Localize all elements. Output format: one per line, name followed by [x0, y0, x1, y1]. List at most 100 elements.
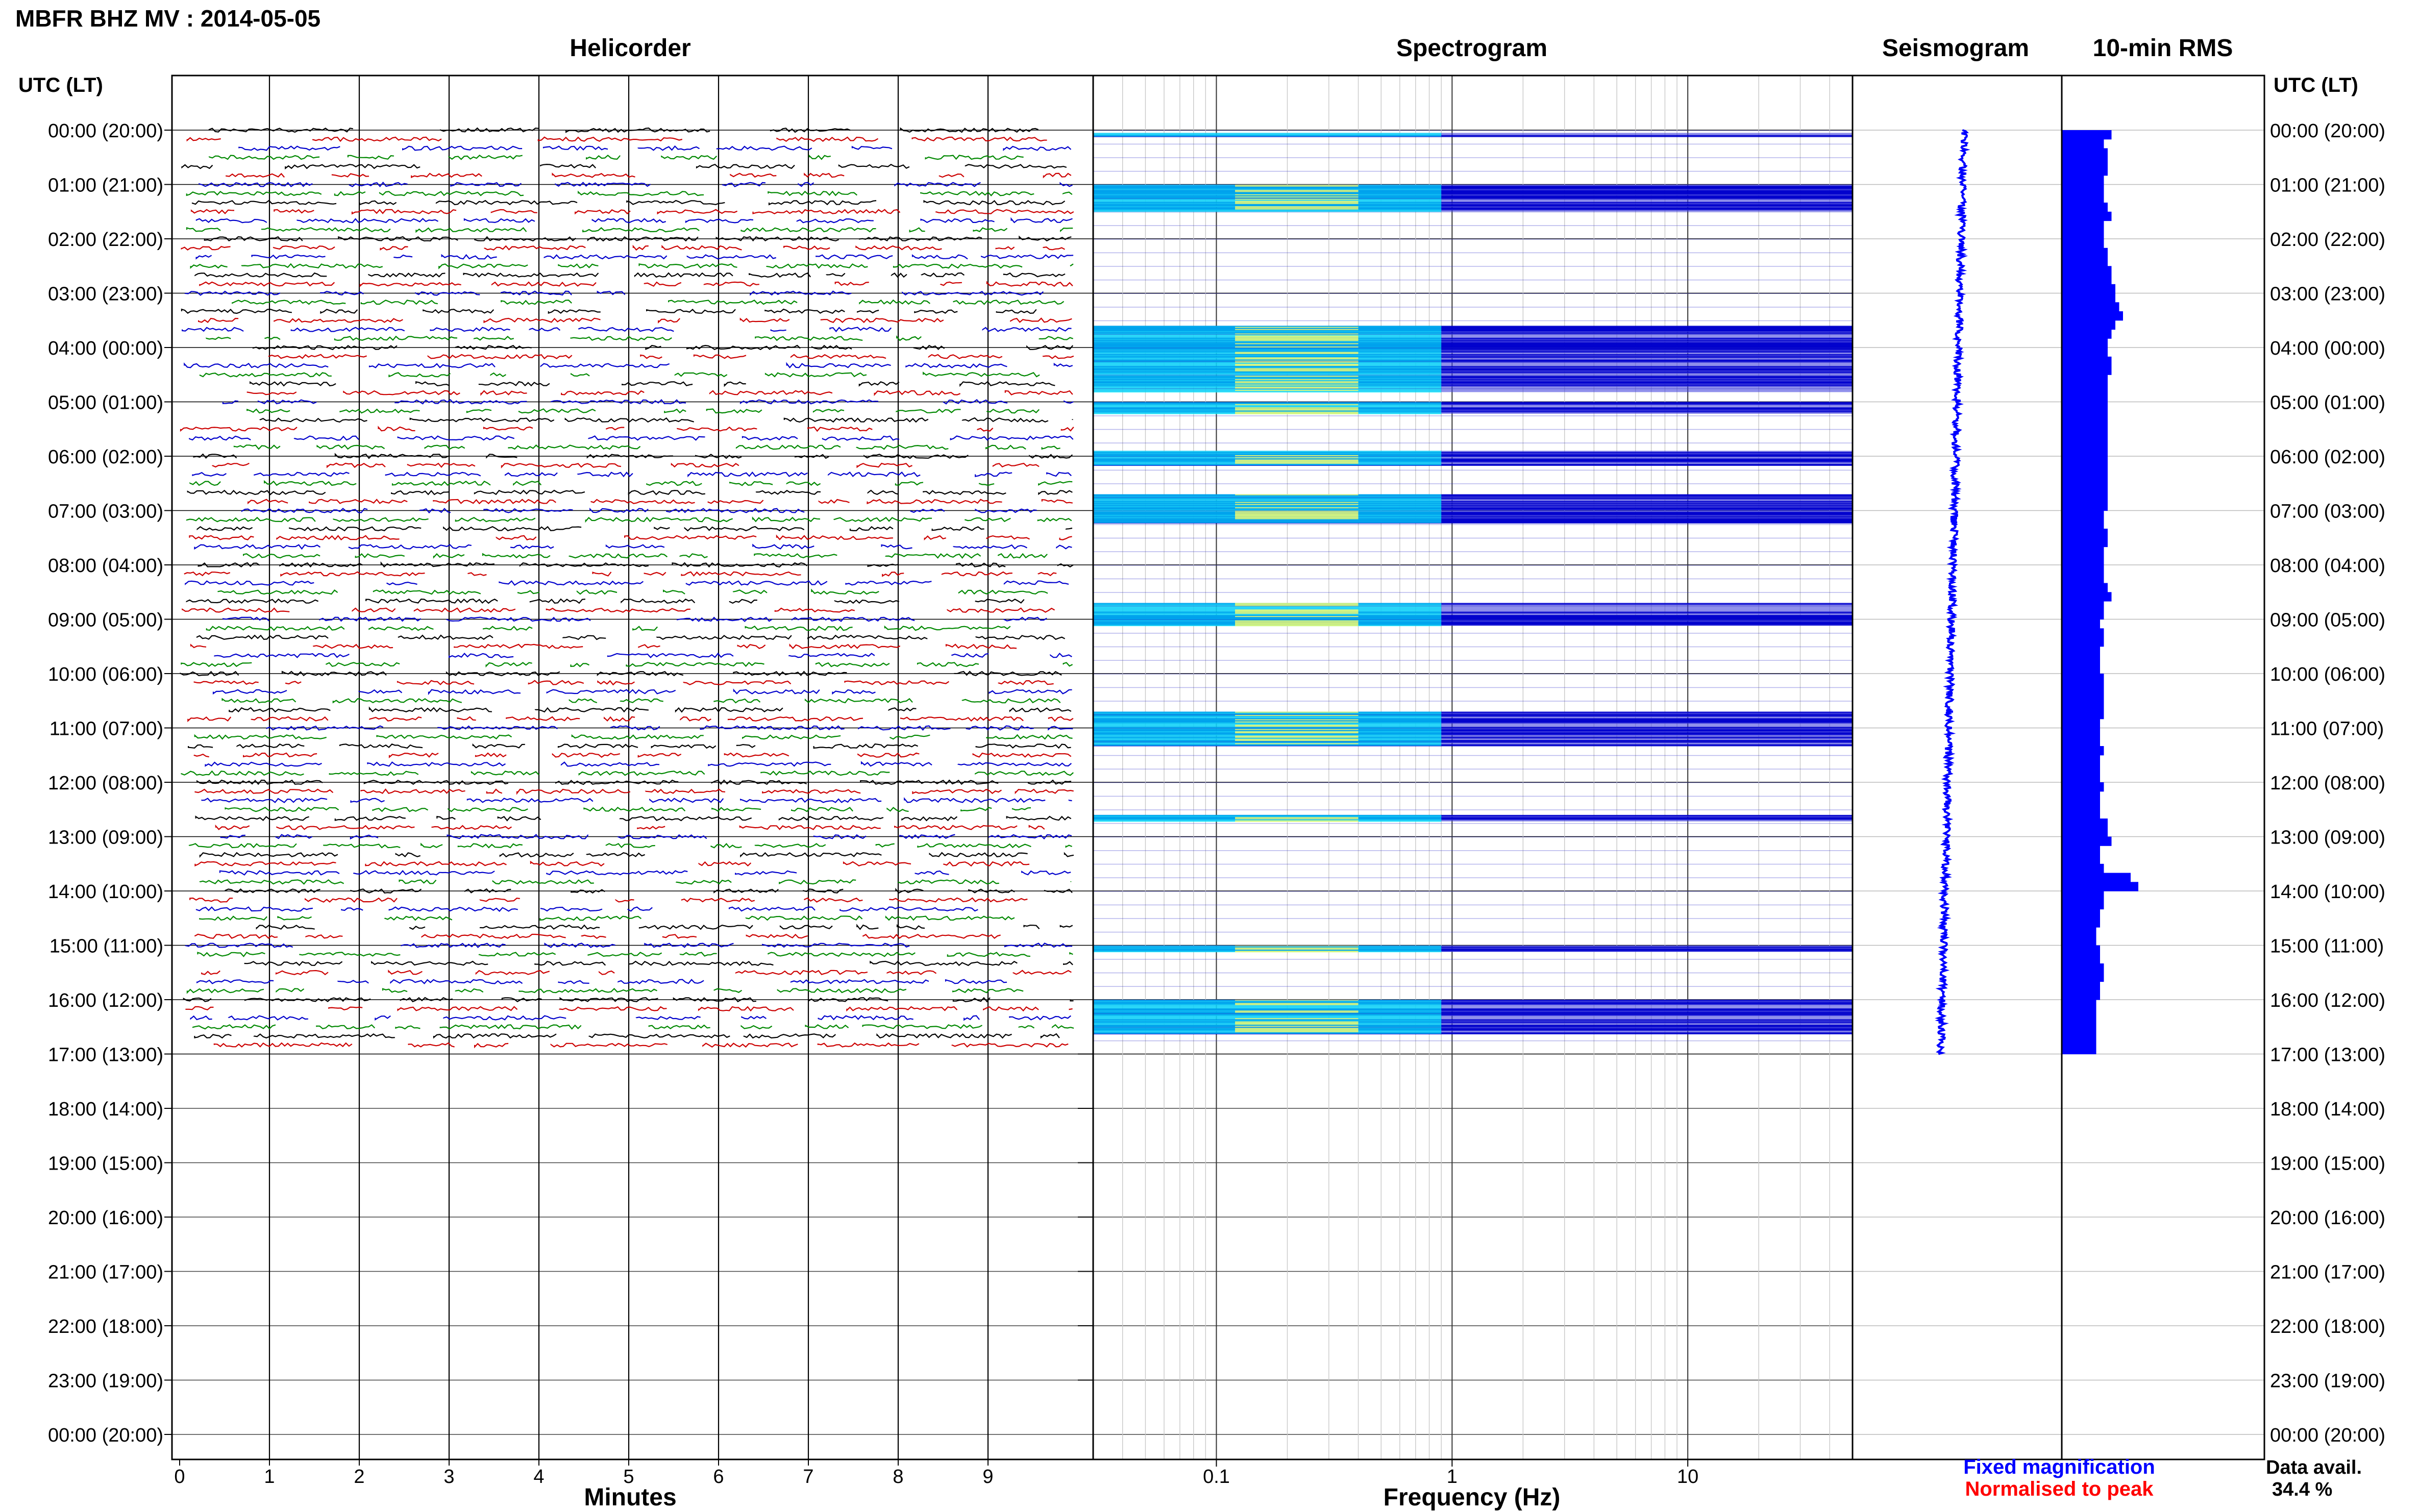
helicorder-trace-segment [473, 336, 514, 341]
spectrogram-row [1093, 349, 1853, 351]
rms-bar [2062, 682, 2104, 692]
helicorder-trace-segment [312, 136, 442, 142]
helicorder-trace-segment [912, 788, 1002, 795]
helicorder-trace-segment [589, 507, 649, 513]
spectrogram-row [1093, 823, 1853, 824]
spectrogram-peak [1235, 185, 1359, 187]
helicorder-trace-segment [534, 960, 606, 966]
spectrogram-row [1093, 408, 1853, 411]
spectrogram-row [1093, 948, 1853, 951]
spectrogram-peak [1235, 190, 1359, 192]
helicorder-trace-segment [350, 798, 385, 803]
spectrogram-row [1093, 510, 1853, 512]
time-tick-label: 08:00 (04:00) [48, 555, 163, 577]
spectrogram-energy [1093, 371, 1442, 373]
spectrogram-row [1093, 134, 1853, 135]
spectrogram-row [1093, 206, 1853, 208]
spectrogram-row [1093, 192, 1853, 194]
helicorder-trace-segment [859, 236, 982, 241]
spectrogram-peak [1235, 199, 1359, 201]
helicorder-trace-segment [724, 752, 789, 758]
spectrogram-row [1093, 415, 1853, 416]
helicorder-trace-segment [457, 843, 523, 849]
helicorder-trace-segment [695, 454, 742, 459]
spectrogram-row [1093, 816, 1853, 817]
rms-bar [2062, 348, 2108, 357]
minute-tick-label: 7 [803, 1466, 813, 1488]
spectrogram-row [1093, 370, 1853, 371]
helicorder-trace-segment [513, 481, 542, 486]
helicorder-trace-segment [724, 381, 746, 387]
rms-bar [2062, 420, 2108, 430]
spectrogram-peak [1235, 517, 1359, 519]
spectrogram-peak [1235, 820, 1359, 822]
helicorder-trace-segment [181, 770, 304, 776]
minute-tick-label: 9 [982, 1466, 993, 1488]
spectrogram-row [1093, 366, 1853, 368]
helicorder-trace-segment [196, 634, 329, 640]
rms-bar [2062, 900, 2104, 910]
spectrogram-row [1093, 1015, 1853, 1018]
rms-bar [2062, 483, 2108, 493]
helicorder-trace-segment [902, 290, 1044, 296]
helicorder-trace-segment [940, 281, 962, 286]
spectrogram-row [1093, 819, 1853, 821]
helicorder-trace-segment [921, 272, 965, 278]
helicorder-trace-segment [194, 544, 321, 550]
spectrogram-energy [1093, 458, 1442, 460]
helicorder-trace-segment [386, 581, 417, 585]
helicorder-trace-segment [409, 925, 426, 930]
helicorder-trace-segment [981, 254, 1074, 259]
spectrogram-row [1093, 375, 1853, 376]
helicorder-trace-segment [817, 1042, 920, 1048]
helicorder-trace-segment [1013, 970, 1072, 975]
helicorder-trace-segment [320, 309, 358, 314]
helicorder-trace-segment [415, 291, 480, 296]
spectrogram-peak [1235, 343, 1359, 345]
spectrogram-row [1093, 348, 1853, 350]
helicorder-trace-segment [703, 281, 759, 287]
spectrogram-row [1093, 718, 1853, 721]
spectrogram-row [1093, 619, 1853, 620]
spectrogram-row [1093, 731, 1853, 733]
helicorder-trace-segment [764, 308, 845, 314]
helicorder-trace-segment [728, 906, 816, 912]
spectrogram-row [1093, 618, 1853, 621]
spectrogram-energy [1093, 189, 1442, 191]
time-tick-label: 16:00 (12:00) [48, 990, 163, 1011]
spectrogram-energy [1093, 737, 1442, 739]
spectrogram-row [1093, 508, 1853, 511]
helicorder-trace-segment [764, 372, 867, 378]
spectrogram-energy [1093, 950, 1442, 952]
helicorder-trace-segment [923, 371, 1040, 378]
spectrogram-row [1093, 1017, 1853, 1019]
helicorder-trace-segment [276, 825, 415, 830]
helicorder-trace-segment [740, 1025, 773, 1030]
helicorder-trace-segment [530, 860, 605, 867]
helicorder-trace-segment [190, 264, 228, 269]
spectrogram-peak [1235, 346, 1359, 348]
spectrogram-row [1093, 959, 1853, 960]
helicorder-trace-segment [501, 300, 572, 305]
rms-bar [2062, 592, 2112, 602]
helicorder-trace-segment [789, 643, 901, 650]
helicorder-trace-segment [443, 1015, 566, 1021]
spectrogram-row [1093, 796, 1853, 797]
time-tick-label: 17:00 (13:00) [2270, 1045, 2385, 1066]
helicorder-trace-segment [1004, 943, 1073, 948]
spectrogram-peak [1235, 196, 1359, 198]
spectrogram-energy [1093, 501, 1442, 503]
spectrogram-energy [1093, 814, 1442, 816]
spectrogram-row [1093, 252, 1853, 254]
spectrogram-energy [1093, 377, 1442, 379]
spectrogram-peak [1235, 504, 1359, 506]
spectrogram-energy [1093, 197, 1442, 200]
helicorder-trace-segment [663, 589, 685, 594]
helicorder-trace-segment [496, 535, 537, 540]
spectrogram-row [1093, 326, 1853, 328]
spectrogram-energy [1093, 402, 1442, 404]
spectrogram-energy [1093, 326, 1442, 328]
spectrogram-peak [1235, 360, 1359, 362]
spectrogram-row [1093, 622, 1853, 625]
helicorder-trace-segment [768, 190, 858, 196]
